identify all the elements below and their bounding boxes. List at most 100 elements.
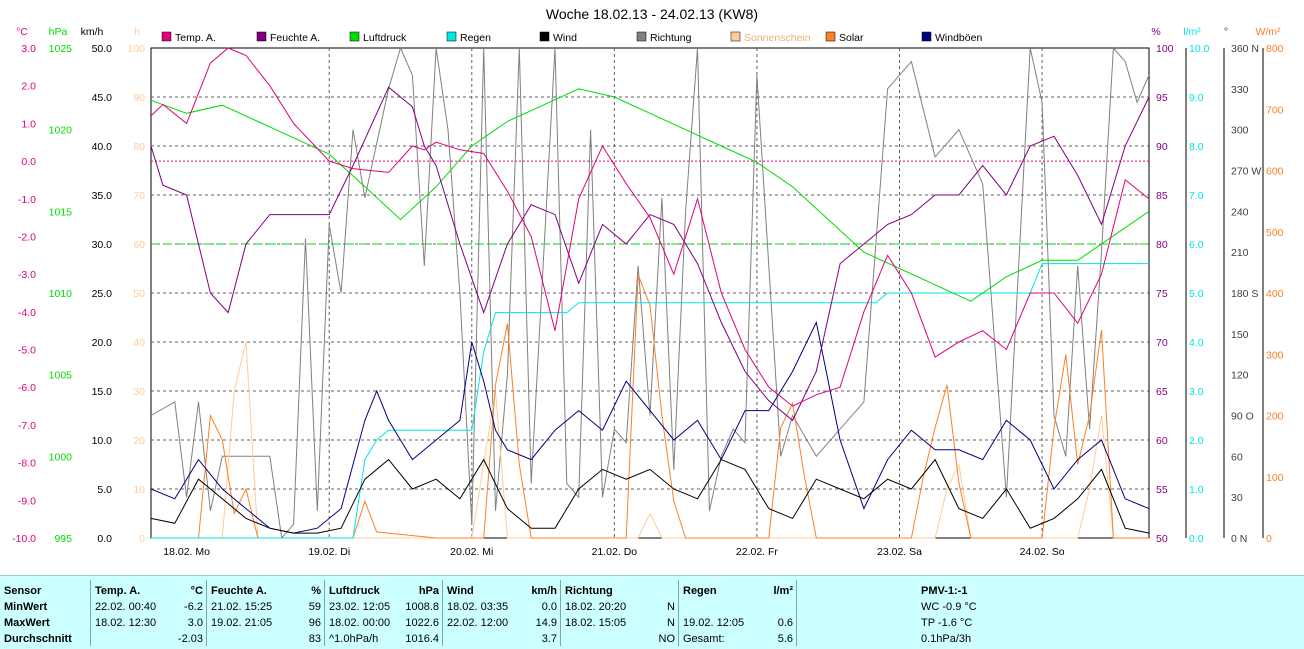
tick-sunshine-10: 0 (139, 533, 145, 545)
axis-unit-sunshine: h (134, 26, 140, 38)
series-feuchte-a (150, 86, 1150, 422)
tick-wind-0: 50.0 (92, 43, 113, 55)
tick-humidity-2: 90 (1156, 141, 1168, 153)
x-tick-label-5: 23.02. Sa (877, 546, 922, 558)
tick-temp-1: 2.0 (21, 81, 36, 93)
stats-humidity-unit: % (311, 585, 321, 597)
stats-temp-max-value: 3.0 (187, 617, 203, 629)
stats-wind-avg-value: 3.7 (541, 633, 557, 645)
stats-avg-label: Durchschnitt (4, 633, 72, 645)
stats-wind-max-value: 14.9 (535, 617, 557, 629)
stats-col-humidity: Feuchte A.% 21.02. 15:25 59 19.02. 21:05 9… (206, 580, 325, 646)
tick-pressure-4: 1005 (49, 370, 73, 382)
tick-sunshine-8: 20 (133, 435, 145, 447)
axis-unit-temp: °C (16, 26, 28, 38)
legend-swatch-0 (161, 31, 172, 42)
stats-dew-point: TP -1.6 °C (921, 617, 973, 629)
legend: Temp. A. Feuchte A. Luftdruck Regen Wind Rich… (161, 31, 982, 44)
legend-swatch-2 (349, 31, 360, 42)
stats-col-sensor: Sensor MinWert MaxWert Durchschnitt (0, 580, 90, 646)
axis-unit-wind: km/h (81, 26, 104, 38)
stats-rain-total-label: Gesamt: (683, 633, 725, 645)
stats-pressure-unit: hPa (418, 585, 439, 597)
tick-temp-9: -6.0 (18, 382, 36, 394)
series-regen (151, 263, 1149, 539)
tick-direction-11: 30 (1231, 492, 1243, 504)
tick-rain-6: 4.0 (1189, 337, 1204, 349)
tick-temp-13: -10.0 (12, 533, 36, 545)
stats-temp-max-time: 18.02. 12:30 (95, 617, 157, 629)
axis-unit-pressure: hPa (49, 26, 68, 38)
tick-solar-5: 300 (1266, 349, 1284, 361)
tick-direction-0: 360 N (1231, 43, 1259, 55)
tick-solar-7: 100 (1266, 472, 1284, 484)
x-tick-label-0: 18.02. Mo (163, 546, 210, 558)
stats-wind-min-value: 0.0 (541, 601, 557, 613)
axis-ticks: 3.0 2.0 1.0 0.0 -1.0 -2.0 -3.0 -4.0 -5.0 -6.0 -7.0… (12, 43, 1284, 545)
x-tick-label-1: 19.02. Di (308, 546, 350, 558)
tick-direction-7: 150 (1231, 329, 1249, 341)
stats-wind-max-time: 22.02. 12:00 (447, 617, 509, 629)
legend-label-2: Luftdruck (363, 32, 407, 44)
tick-sunshine-6: 40 (133, 337, 145, 349)
tick-humidity-6: 70 (1156, 337, 1168, 349)
tick-direction-3: 270 W (1231, 166, 1261, 178)
stats-sensor-header: Sensor (4, 585, 42, 597)
tick-humidity-0: 100 (1156, 43, 1174, 55)
chart-title: Woche 18.02.13 - 24.02.13 (KW8) (546, 6, 758, 22)
tick-rain-9: 1.0 (1189, 484, 1204, 496)
tick-wind-10: 0.0 (97, 533, 112, 545)
tick-rain-10: 0.0 (1189, 533, 1204, 545)
stats-direction-min-value: N (667, 601, 675, 613)
x-tick-label-2: 20.02. Mi (450, 546, 493, 558)
stats-temp-avg-value: -2.03 (177, 633, 203, 645)
stats-pressure-min-time: 23.02. 12:05 (329, 601, 391, 613)
x-tick-label-6: 24.02. So (1020, 546, 1065, 558)
tick-direction-6: 180 S (1231, 288, 1258, 300)
stats-pressure-avg-value: 1016.4 (405, 633, 439, 645)
series-richtung (150, 46, 1150, 540)
tick-pressure-0: 1025 (49, 43, 73, 55)
tick-sunshine-2: 80 (133, 141, 145, 153)
legend-label-8: Windböen (935, 32, 982, 44)
tick-temp-4: -1.0 (18, 194, 36, 206)
series-lines (150, 46, 1150, 540)
stats-pressure-tendency: 0.1hPa/3h (921, 633, 972, 645)
stats-col-pmv: PMV-1:-1 WC -0.9 °C TP -1.6 °C 0.1hPa/3h (796, 580, 1097, 646)
tick-humidity-8: 60 (1156, 435, 1168, 447)
tick-pressure-6: 995 (54, 533, 72, 545)
stats-min-label: MinWert (4, 601, 48, 613)
legend-label-7: Solar (839, 32, 864, 44)
stats-pressure-trend: ^1.0hPa/h (329, 633, 379, 645)
stats-direction-max-time: 18.02. 15:05 (565, 617, 627, 629)
tick-pressure-3: 1010 (49, 288, 73, 300)
x-tick-label-4: 22.02. Fr (736, 546, 779, 558)
tick-direction-4: 240 (1231, 206, 1249, 218)
tick-wind-4: 30.0 (92, 239, 113, 251)
tick-wind-8: 10.0 (92, 435, 113, 447)
stats-temp-unit: °C (190, 585, 203, 597)
tick-rain-4: 6.0 (1189, 239, 1204, 251)
tick-rain-0: 10.0 (1189, 43, 1210, 55)
tick-wind-9: 5.0 (97, 484, 112, 496)
stats-rain-header: Regen (683, 585, 717, 597)
tick-humidity-5: 75 (1156, 288, 1168, 300)
weather-chart: Woche 18.02.13 - 24.02.13 (KW8) Temp. A.… (12, 6, 1284, 558)
stats-direction-header: Richtung (565, 585, 613, 597)
tick-humidity-7: 65 (1156, 386, 1168, 398)
stats-direction-min-time: 18.02. 20:20 (565, 601, 627, 613)
legend-label-1: Feuchte A. (270, 32, 320, 44)
stats-col-direction: Richtung 18.02. 20:20 N 18.02. 15:05 N NO (560, 580, 679, 646)
tick-temp-7: -4.0 (18, 307, 36, 319)
stats-pressure-max-time: 18.02. 00:00 (329, 617, 391, 629)
tick-sunshine-3: 70 (133, 190, 145, 202)
axis-unit-labels: °C hPa km/h h% l/m² ° W/m² (16, 26, 1281, 38)
axis-unit-rain: l/m² (1183, 26, 1201, 38)
tick-direction-1: 330 (1231, 84, 1249, 96)
axis-unit-humidity: % (1151, 26, 1160, 38)
legend-label-3: Regen (460, 32, 491, 44)
stats-max-label: MaxWert (4, 617, 50, 629)
tick-humidity-10: 50 (1156, 533, 1168, 545)
stats-humidity-header: Feuchte A. (211, 585, 267, 597)
axis-unit-direction: ° (1224, 26, 1228, 38)
